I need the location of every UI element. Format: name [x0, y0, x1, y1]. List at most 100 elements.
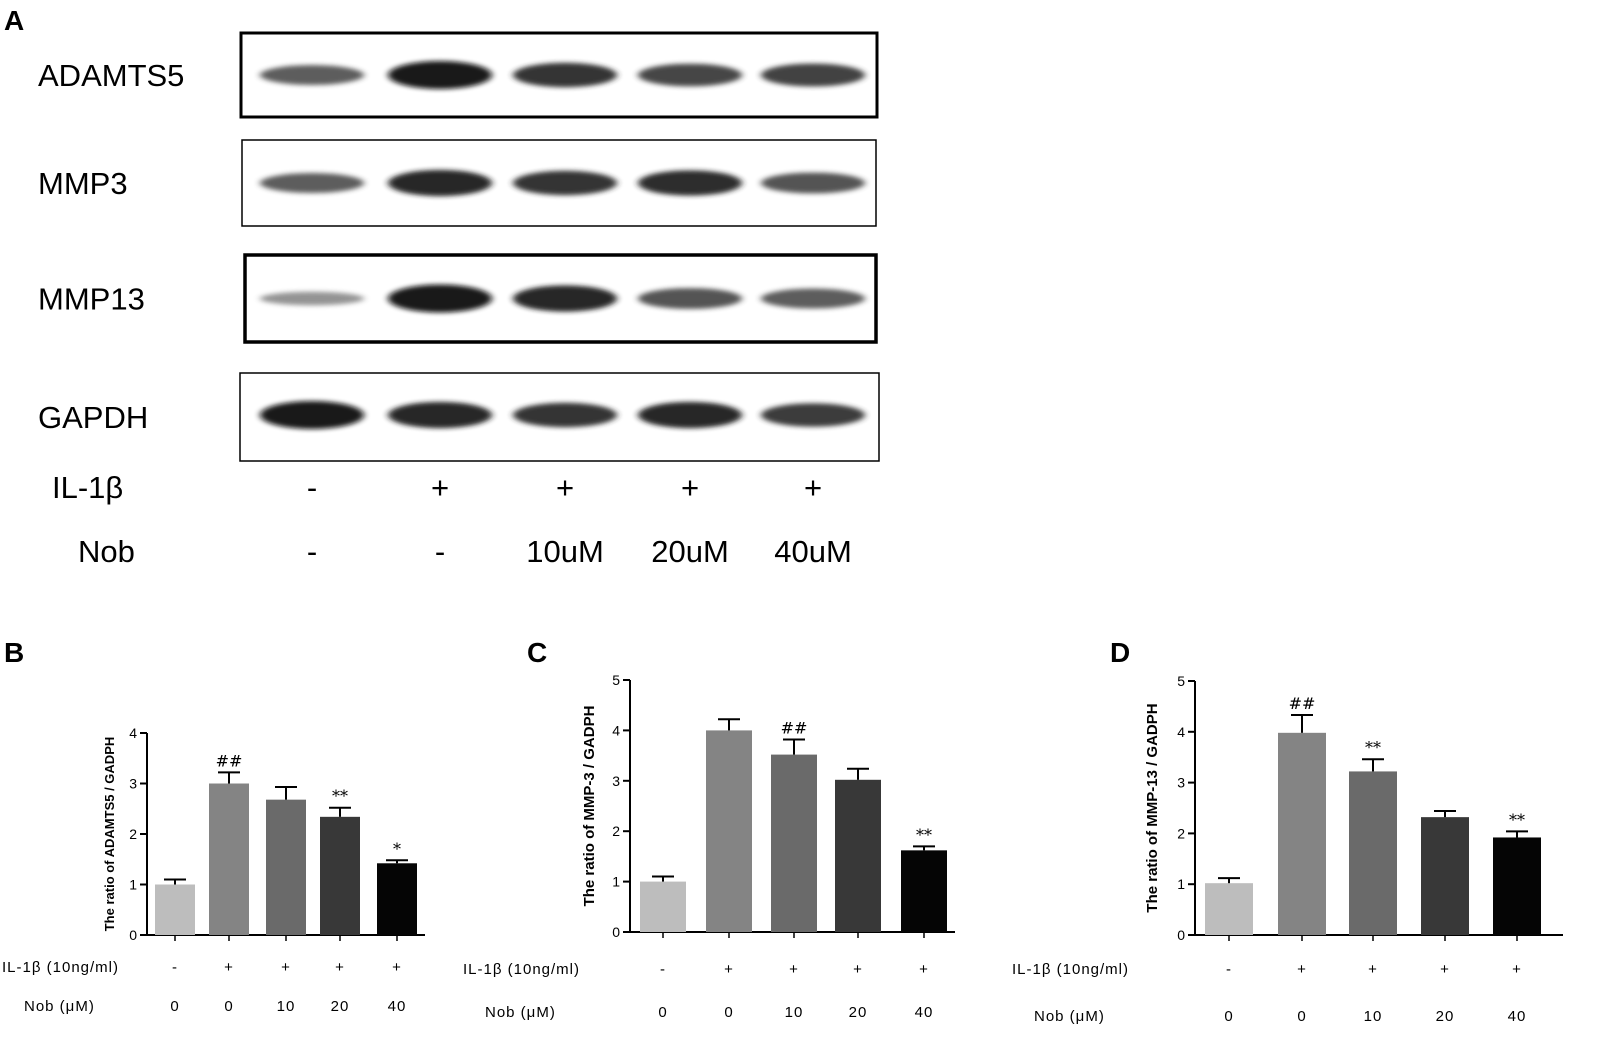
band — [513, 402, 617, 428]
band — [761, 403, 865, 427]
condition-value: - — [660, 961, 666, 978]
y-tick-label: 2 — [1177, 825, 1185, 841]
y-tick-label: 3 — [129, 776, 137, 792]
bar — [155, 884, 195, 935]
condition-value: - — [307, 534, 317, 569]
condition-value: + — [724, 961, 734, 978]
bar — [1349, 771, 1397, 935]
band — [638, 63, 742, 87]
condition-value: + — [224, 959, 234, 976]
condition-row: Nob (μM) 0 0 10 20 40 — [24, 998, 407, 1015]
condition-value: + — [681, 470, 699, 505]
bar — [209, 783, 249, 935]
condition-value: + — [804, 470, 822, 505]
condition-value: 20 — [331, 998, 350, 1015]
band — [513, 170, 617, 196]
bar — [835, 779, 881, 932]
significance-label: ## — [1289, 694, 1316, 713]
band — [513, 285, 617, 312]
condition-value: + — [1440, 961, 1450, 978]
band — [638, 401, 742, 429]
condition-value: + — [335, 959, 345, 976]
condition-label: Nob (μM) — [24, 998, 95, 1015]
condition-value: 40uM — [774, 534, 852, 569]
panel-label-c: C — [527, 637, 547, 668]
condition-label: IL-1β (10ng/ml) — [1012, 961, 1129, 978]
condition-row: IL-1β (10ng/ml) - + + + + — [1012, 961, 1522, 978]
y-tick-label: 2 — [612, 823, 620, 839]
y-tick-label: 0 — [1177, 927, 1185, 943]
condition-value: + — [853, 961, 863, 978]
condition-value: 0 — [1224, 1008, 1233, 1025]
band — [513, 62, 617, 88]
condition-value: 10 — [785, 1004, 804, 1021]
condition-value: - — [1226, 961, 1232, 978]
y-tick-label: 1 — [612, 874, 620, 890]
condition-value: - — [307, 470, 317, 505]
condition-value: 40 — [388, 998, 407, 1015]
condition-label: Nob — [78, 534, 135, 569]
panel-label-d: D — [1110, 637, 1130, 668]
condition-value: 0 — [658, 1004, 667, 1021]
condition-row: Nob (μM) 0 0 10 20 40 — [1034, 1008, 1525, 1025]
y-axis-label: The ratio of MMP-13 / GADPH — [1144, 703, 1161, 912]
y-tick-label: 3 — [612, 773, 620, 789]
band — [638, 288, 742, 309]
panel-label-b: B — [4, 637, 24, 668]
band — [388, 61, 492, 89]
bar — [320, 816, 360, 935]
blot-adamts5: ADAMTS5 — [38, 31, 879, 119]
bar — [266, 799, 306, 935]
band — [260, 173, 364, 193]
condition-value: + — [556, 470, 574, 505]
condition-value: 0 — [170, 998, 179, 1015]
band — [761, 288, 865, 309]
blot-label: MMP3 — [38, 166, 128, 201]
bar — [1278, 732, 1326, 935]
condition-value: + — [281, 959, 291, 976]
condition-label: Nob (μM) — [1034, 1008, 1105, 1025]
condition-row: IL-1β (10ng/ml) - + + + + — [2, 959, 401, 976]
condition-value: - — [435, 534, 445, 569]
condition-value: 10uM — [526, 534, 604, 569]
bar — [640, 881, 686, 932]
condition-value: + — [1512, 961, 1522, 978]
band — [260, 401, 364, 429]
condition-label: Nob (μM) — [485, 1004, 556, 1021]
bar-chart-d: D 0 1 2 3 4 5 The ratio of MMP-13 / GADPH ## ** **… — [1012, 637, 1563, 1025]
blot-label: ADAMTS5 — [38, 58, 184, 93]
significance-label: ## — [216, 751, 243, 770]
blot-label: MMP13 — [38, 282, 145, 317]
significance-label: ** — [1509, 810, 1525, 829]
condition-value: + — [789, 961, 799, 978]
condition-row: IL-1β (10ng/ml) - + + + + — [463, 961, 929, 978]
condition-value: + — [919, 961, 929, 978]
condition-row-il1: IL-1β - + + + + — [52, 470, 822, 505]
bar — [901, 850, 947, 932]
y-tick-label: 4 — [129, 725, 137, 741]
y-tick-label: 4 — [612, 722, 620, 738]
condition-label: IL-1β (10ng/ml) — [463, 961, 580, 978]
y-axis-label: The ratio of MMP-3 / GADPH — [581, 706, 598, 907]
band — [260, 65, 364, 85]
y-tick-label: 1 — [1177, 876, 1185, 892]
condition-value: 20 — [849, 1004, 868, 1021]
significance-label: ** — [332, 787, 348, 806]
condition-row: Nob (μM) 0 0 10 20 40 — [485, 1004, 934, 1021]
condition-value: + — [431, 470, 449, 505]
y-tick-label: 5 — [1177, 673, 1185, 689]
y-tick-label: 0 — [129, 927, 137, 943]
western-blot-panel: A ADAMTS5 MMP3 MMP13 GAPDH IL-1β - + + + + Nob - - 1… — [4, 5, 880, 569]
blot-gapdh: GAPDH — [38, 372, 880, 462]
condition-value: 20uM — [651, 534, 729, 569]
condition-value: 40 — [915, 1004, 934, 1021]
blot-mmp13: MMP13 — [38, 253, 878, 344]
condition-value: + — [1297, 961, 1307, 978]
condition-row-nob: Nob - - 10uM 20uM 40uM — [78, 534, 852, 569]
bar — [771, 754, 817, 932]
y-tick-label: 1 — [129, 877, 137, 893]
condition-value: 10 — [277, 998, 296, 1015]
blot-label: GAPDH — [38, 400, 148, 435]
